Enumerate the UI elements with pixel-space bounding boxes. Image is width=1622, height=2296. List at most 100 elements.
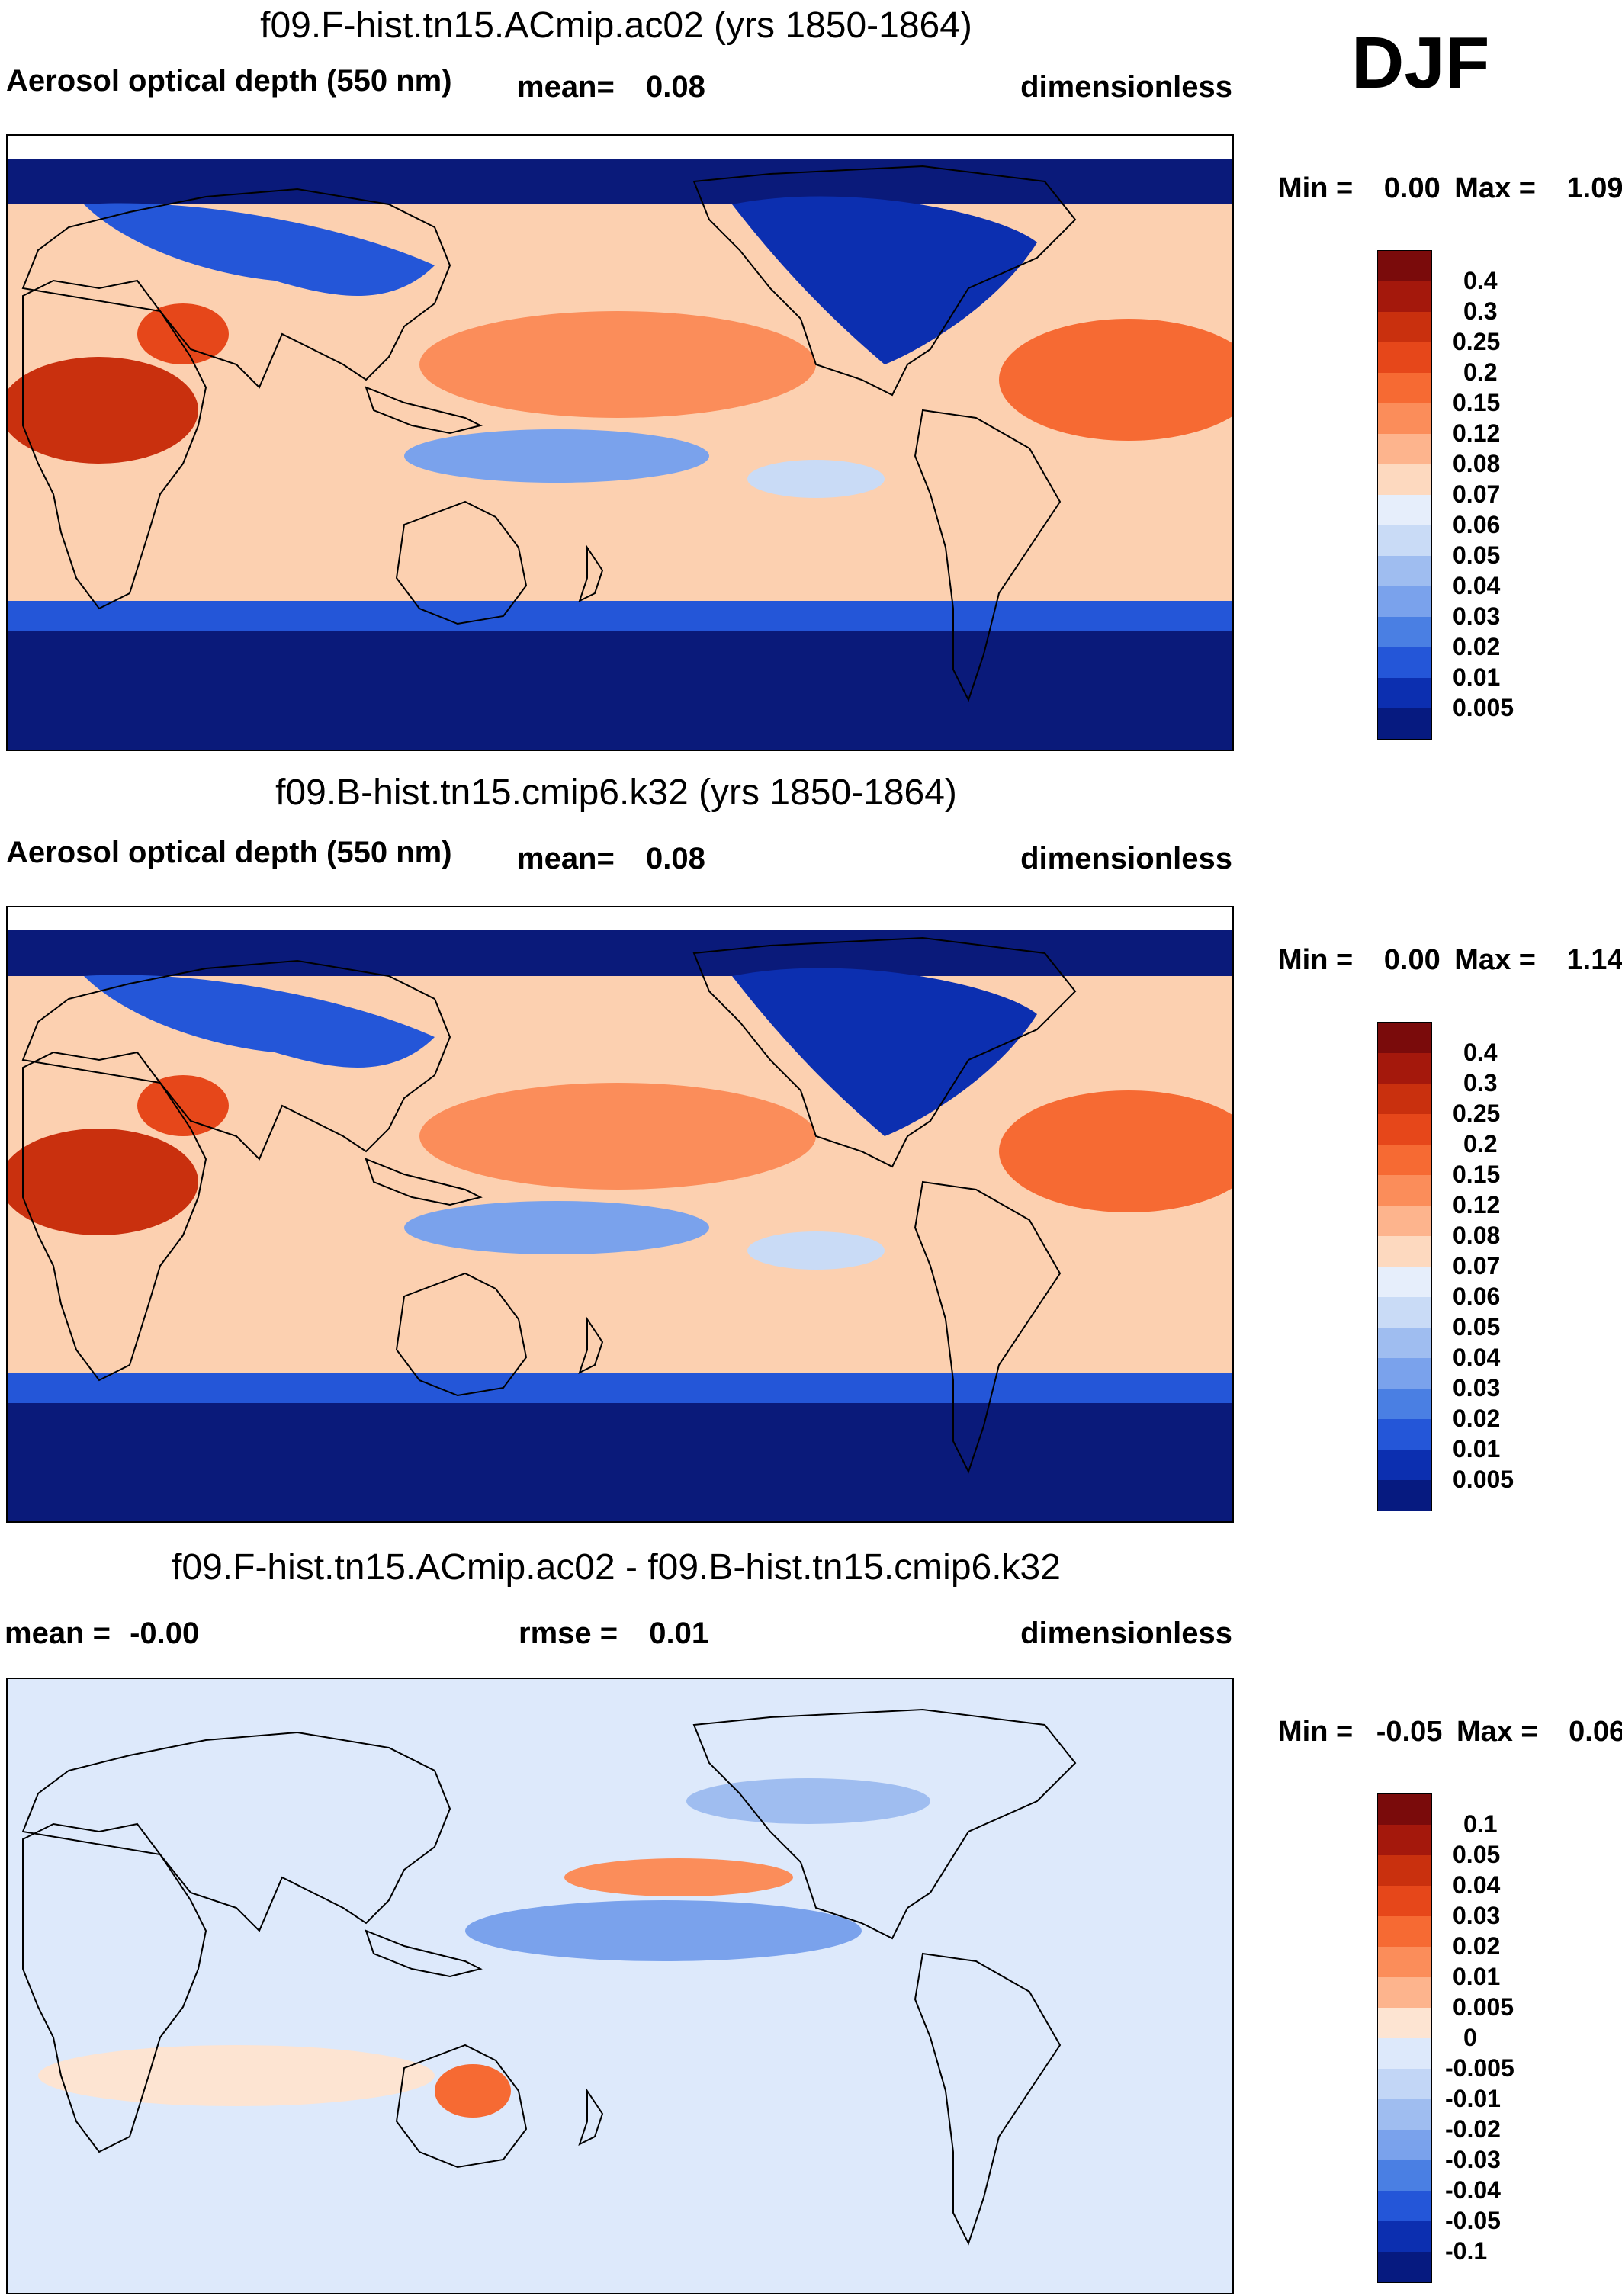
rmse-label-text: rmse = <box>519 1617 618 1650</box>
colorbar-swatch <box>1378 495 1431 525</box>
colorbar-tick-label: 0.04 <box>1453 572 1501 599</box>
coastline <box>692 936 1077 1168</box>
min-value: 0.00 <box>1383 172 1441 204</box>
colorbar-swatch <box>1378 1480 1431 1511</box>
colorbar-swatch <box>1378 2038 1431 2069</box>
rmse-value: 0.01 <box>649 1617 709 1650</box>
min-label: Min = <box>1278 1716 1354 1748</box>
min-label: Min = <box>1278 172 1354 204</box>
colorbar-tick-label: -0.05 <box>1445 2207 1501 2234</box>
variable-label: Aerosol optical depth (550 nm) <box>6 836 452 869</box>
atlantic-high-aod <box>999 319 1232 441</box>
arabia-high-aod <box>137 1075 229 1136</box>
top-whitespace <box>8 907 1232 930</box>
arabia-high-aod <box>137 303 229 364</box>
coastline <box>914 1180 1062 1474</box>
colorbar-tick-label: 0.005 <box>1453 694 1514 721</box>
mean-label: mean= 0.08 <box>517 70 705 104</box>
coastline <box>578 544 604 602</box>
colorbar-tick-label: 0.03 <box>1453 1374 1501 1402</box>
colorbar-tick-label: 0.07 <box>1453 480 1501 508</box>
colorbar-tick-label: -0.01 <box>1445 2085 1501 2112</box>
colorbar-tick-label: 0.12 <box>1453 1191 1501 1219</box>
coastline <box>578 1316 604 1374</box>
antarctica-low-aod <box>8 631 1232 750</box>
tropical-pacific-low-aod <box>404 429 709 483</box>
colorbar-swatch <box>1378 1916 1431 1947</box>
colorbar-swatch <box>1378 1267 1431 1297</box>
coastlines <box>21 936 1077 1474</box>
arctic-low-aod <box>8 159 1232 204</box>
colorbar-tick-label: -0.03 <box>1445 2146 1501 2173</box>
coastline <box>21 188 451 389</box>
colorbar-tick-label: 0.3 <box>1463 1069 1498 1097</box>
colorbar-tick-label: 0.06 <box>1453 1283 1501 1310</box>
coastline <box>22 1051 207 1382</box>
coastline <box>21 1731 451 1932</box>
colorbar-tick-label: 0.01 <box>1453 1963 1501 1990</box>
colorbar-tick-label: 0.02 <box>1453 633 1501 660</box>
colorbar-swatch <box>1378 312 1431 342</box>
panel-title: f09.F-hist.tn15.ACmip.ac02 (yrs 1850-186… <box>260 5 972 46</box>
max-label: Max = <box>1454 172 1536 204</box>
north-pacific-aod <box>419 1083 816 1190</box>
colorbar-swatch <box>1378 1328 1431 1358</box>
mean-value: 0.08 <box>645 842 705 875</box>
eurasia-low-aod <box>84 203 435 296</box>
colorbar-swatch <box>1378 1206 1431 1236</box>
min-value: 0.00 <box>1383 944 1441 976</box>
colorbar-swatch <box>1378 342 1431 373</box>
units-label: dimensionless <box>1020 1617 1232 1650</box>
colorbar-swatch <box>1378 1053 1431 1084</box>
min-max-readout: Min = 0.00 Max = 1.14 <box>1278 944 1622 977</box>
coastline <box>692 1708 1077 1940</box>
colorbar-tick-label: 0.25 <box>1453 1100 1501 1127</box>
colorbar-tick-label: 0.4 <box>1463 1039 1498 1066</box>
colorbar-tick-label: 0.005 <box>1453 1993 1514 2021</box>
colorbar-tick-label: 0.03 <box>1453 602 1501 630</box>
colorbar-tick-label: 0.15 <box>1453 389 1501 416</box>
mean-label-text: mean = <box>5 1617 111 1650</box>
mean-value: -0.00 <box>130 1617 200 1650</box>
coastlines <box>21 1708 1077 2246</box>
coastline <box>22 279 207 610</box>
map-fill-layer <box>8 136 1232 750</box>
sahara-high-aod <box>8 1129 198 1235</box>
coastline <box>365 386 483 435</box>
colorbar-swatch <box>1378 1886 1431 1916</box>
colorbar-tick-label: 0.02 <box>1453 1932 1501 1960</box>
colorbar <box>1377 1793 1432 2283</box>
colorbar-swatch <box>1378 1023 1431 1053</box>
colorbar-swatch <box>1378 1855 1431 1886</box>
colorbar-tick-label: 0.04 <box>1453 1344 1501 1371</box>
map-plot <box>8 136 1232 750</box>
mean-label: mean= 0.08 <box>517 842 705 876</box>
max-label: Max = <box>1454 944 1536 976</box>
atlantic-high-aod <box>999 1090 1232 1212</box>
colorbar-tick-label: 0.01 <box>1453 663 1501 691</box>
max-value: 1.09 <box>1566 172 1622 204</box>
antarctica-low-aod <box>8 1403 1232 1521</box>
panel-2: f09.B-hist.tn15.cmip6.k32 (yrs 1850-1864… <box>0 772 1622 1534</box>
colorbar-swatch <box>1378 1145 1431 1175</box>
colorbar-swatch <box>1378 403 1431 434</box>
colorbar-swatch <box>1378 2099 1431 2130</box>
coastline <box>395 2044 528 2169</box>
colorbar-swatch <box>1378 1114 1431 1145</box>
colorbar-tick-label: 0.08 <box>1453 1222 1501 1249</box>
east-pacific-low-aod <box>747 1231 885 1270</box>
colorbar-swatch <box>1378 251 1431 281</box>
colorbar-swatch <box>1378 2130 1431 2160</box>
units-label: dimensionless <box>1020 70 1232 104</box>
colorbar-swatch <box>1378 2191 1431 2221</box>
min-max-readout: Min = -0.05 Max = 0.06 <box>1278 1716 1622 1748</box>
colorbar-tick-label: 0.07 <box>1453 1252 1501 1280</box>
colorbar-swatch <box>1378 1297 1431 1328</box>
colorbar-tick-label: 0.2 <box>1463 358 1498 386</box>
colorbar-tick-label: 0.4 <box>1463 267 1498 294</box>
colorbar-swatch <box>1378 586 1431 617</box>
colorbar-swatch <box>1378 525 1431 556</box>
mean-value: 0.08 <box>645 70 705 104</box>
colorbar-swatch <box>1378 2160 1431 2191</box>
eurasia-low-aod <box>84 975 435 1068</box>
